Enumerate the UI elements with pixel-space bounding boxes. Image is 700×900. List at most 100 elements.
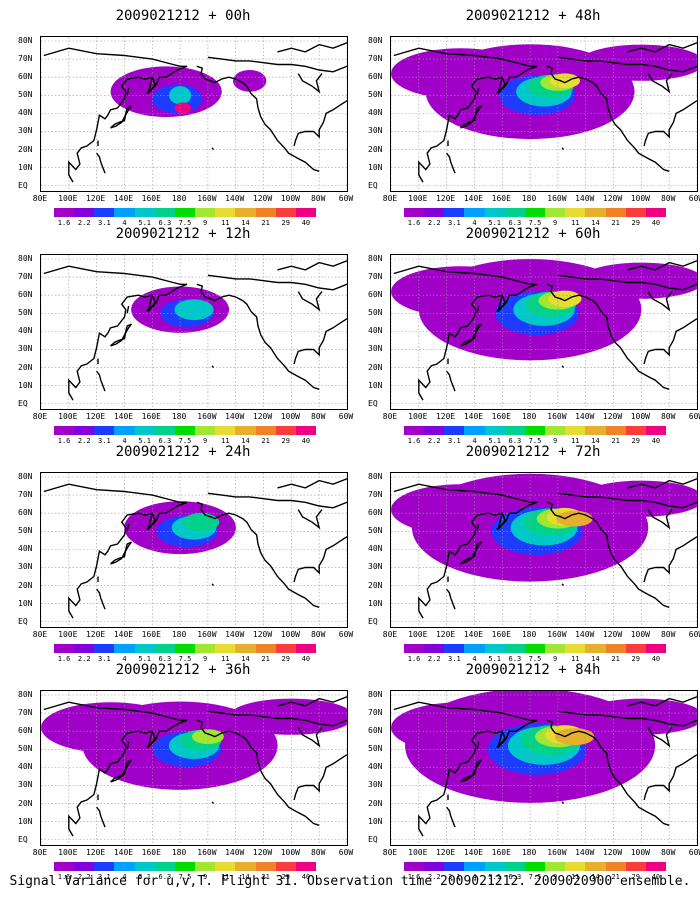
colorbar-label: 5.1 xyxy=(138,655,152,663)
colorbar-label: 6.3 xyxy=(158,219,172,227)
colorbar-label: 14 xyxy=(591,873,600,881)
latitude-label: 50N xyxy=(18,526,33,536)
longitude-label: 120W xyxy=(252,630,273,639)
colorbar-swatch xyxy=(504,862,525,871)
colorbar-swatch xyxy=(585,644,606,653)
colorbar-label: 3.1 xyxy=(98,219,111,227)
colorbar-label: 6.3 xyxy=(158,655,172,663)
colorbar-swatch xyxy=(134,426,155,435)
coastline xyxy=(277,42,347,53)
variance-map xyxy=(391,37,697,191)
coastline xyxy=(627,42,697,53)
colorbar-swatch xyxy=(235,644,256,653)
panel-title: 2009021212 + 60h xyxy=(465,226,601,242)
longitude-label: 100E xyxy=(408,412,428,421)
latitude-label: 40N xyxy=(368,762,383,772)
longitude-label: 160E xyxy=(141,848,161,857)
colorbar-label: 2.2 xyxy=(77,437,91,445)
colorbar-label: 2.2 xyxy=(77,655,91,663)
variance-contour xyxy=(168,86,192,105)
colorbar-label: 4 xyxy=(472,219,477,227)
colorbar-swatch xyxy=(504,208,525,217)
colorbar-label: 40 xyxy=(301,873,311,881)
longitude-label: 120E xyxy=(85,412,106,421)
panel-title: 2009021212 + 00h xyxy=(115,8,251,24)
longitude-label: 120W xyxy=(252,848,273,857)
colorbar-swatch xyxy=(295,862,317,871)
longitude-label: 140W xyxy=(575,412,595,421)
longitude-label: 180 xyxy=(171,630,187,639)
colorbar-label: 40 xyxy=(651,219,661,227)
latitude-label: 10N xyxy=(18,816,33,826)
colorbar-swatch xyxy=(545,208,566,217)
latitude-label: 60N xyxy=(368,290,383,300)
colorbar-swatch xyxy=(215,644,236,653)
colorbar-swatch xyxy=(54,426,75,435)
colorbar-swatch xyxy=(74,644,95,653)
coastline xyxy=(643,318,697,365)
longitude-label: 60W xyxy=(338,412,354,421)
longitude-label: 100E xyxy=(408,848,428,857)
variance-map xyxy=(41,37,347,191)
latitude-label: 30N xyxy=(368,344,383,354)
longitude-label: 60W xyxy=(688,630,700,639)
latitude-label: 20N xyxy=(18,580,33,590)
colorbar xyxy=(54,862,317,871)
latitude-label: 10N xyxy=(368,380,383,390)
colorbar-label: 9 xyxy=(203,873,208,881)
longitude-label: 60W xyxy=(338,848,354,857)
colorbar-label: 7.5 xyxy=(528,437,542,445)
colorbar-swatch xyxy=(54,208,75,217)
colorbar xyxy=(404,862,667,871)
colorbar-swatch xyxy=(114,862,135,871)
colorbar-swatch xyxy=(565,426,586,435)
colorbar-label: 3.1 xyxy=(98,437,111,445)
colorbar-swatch xyxy=(195,862,216,871)
colorbar-label: 6.3 xyxy=(508,655,522,663)
colorbar-swatch xyxy=(484,426,505,435)
colorbar-label: 40 xyxy=(651,437,661,445)
colorbar-label: 2.2 xyxy=(77,219,91,227)
colorbar-swatch xyxy=(444,862,465,871)
colorbar-label: 11 xyxy=(221,873,230,881)
longitude-label: 100W xyxy=(280,630,300,639)
longitude-label: 140E xyxy=(113,630,134,639)
coastline xyxy=(196,283,320,390)
longitude-label: 120E xyxy=(435,194,456,203)
panel-title: 2009021212 + 48h xyxy=(465,8,601,24)
coastline xyxy=(196,65,320,172)
coastline xyxy=(561,583,565,587)
colorbar xyxy=(54,208,317,217)
colorbar-swatch xyxy=(195,644,216,653)
map-plot xyxy=(390,36,698,192)
colorbar-label: 6.3 xyxy=(508,873,522,881)
longitude-label: 160W xyxy=(547,630,567,639)
colorbar-label: 29 xyxy=(281,219,290,227)
colorbar-label: 1.6 xyxy=(57,873,71,881)
colorbar-swatch xyxy=(74,862,95,871)
longitude-label: 180 xyxy=(521,848,537,857)
longitude-label: 80E xyxy=(32,194,48,203)
coastline xyxy=(460,105,482,129)
colorbar-label: 2.2 xyxy=(427,219,441,227)
longitude-label: 140W xyxy=(225,194,245,203)
colorbar-swatch xyxy=(54,862,75,871)
coastline xyxy=(96,370,106,392)
colorbar-label: 40 xyxy=(301,219,311,227)
variance-map xyxy=(41,473,347,627)
colorbar-label: 3.1 xyxy=(98,655,111,663)
longitude-label: 100W xyxy=(630,848,650,857)
coastline xyxy=(476,741,480,750)
longitude-label: 120E xyxy=(85,630,106,639)
coastline xyxy=(496,76,506,94)
colorbar-swatch xyxy=(605,644,626,653)
colorbar-label: 4 xyxy=(472,655,477,663)
coastline xyxy=(476,523,480,532)
latitude-label: 80N xyxy=(368,36,383,45)
colorbar-label: 40 xyxy=(301,437,311,445)
longitude-label: 140E xyxy=(463,412,484,421)
colorbar-label: 14 xyxy=(241,873,250,881)
colorbar-swatch xyxy=(484,208,505,217)
colorbar-swatch xyxy=(524,426,546,435)
variance-map xyxy=(391,473,697,627)
